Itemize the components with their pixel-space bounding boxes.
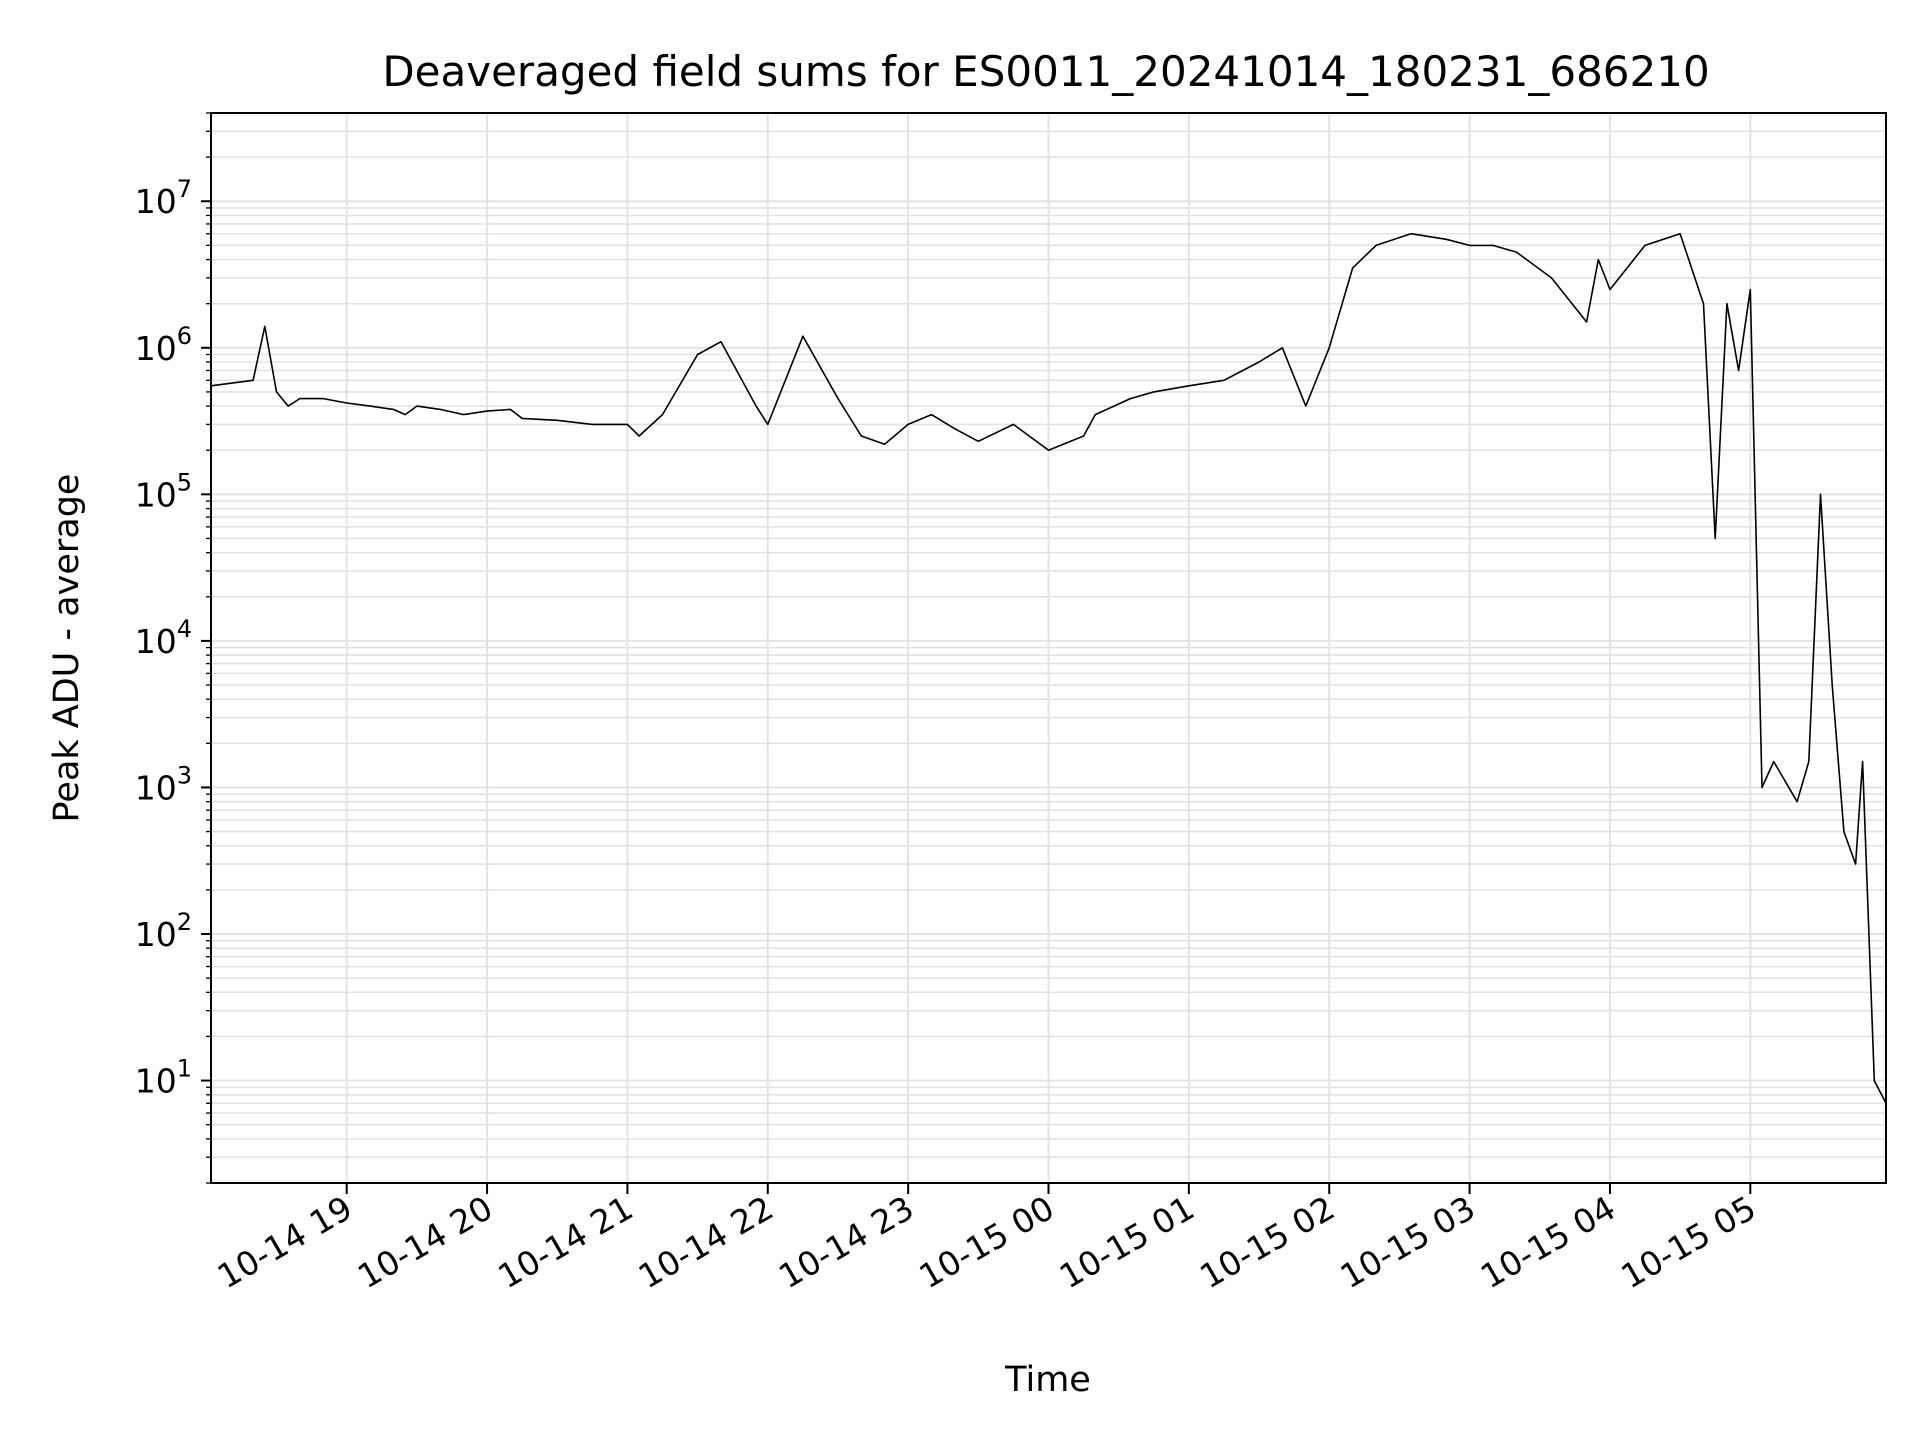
plot-area: [210, 232, 1887, 1104]
y-tick-label: 101: [135, 1055, 192, 1101]
y-tick-base: 10: [135, 1062, 177, 1101]
y-tick-base: 10: [135, 622, 177, 661]
y-tick-exponent: 5: [177, 468, 192, 496]
y-tick-base: 10: [135, 329, 177, 368]
y-tick-label: 104: [135, 615, 192, 661]
y-tick-exponent: 2: [177, 908, 192, 936]
y-axis-label: Peak ADU - average: [47, 474, 87, 823]
y-tick-label: 106: [135, 322, 192, 368]
y-tick-exponent: 4: [177, 615, 192, 643]
y-tick-base: 10: [135, 182, 177, 221]
y-tick-label: 103: [135, 761, 192, 807]
y-tick-label: 105: [135, 468, 192, 514]
y-tick-label: 107: [135, 175, 192, 221]
y-tick-exponent: 1: [177, 1055, 192, 1083]
chart-title: Deaveraged field sums for ES0011_2024101…: [382, 47, 1709, 96]
x-axis-label: Time: [1004, 1360, 1091, 1400]
series-line: [210, 232, 1887, 1104]
grid: [211, 112, 1886, 1184]
y-tick-label: 102: [135, 908, 192, 954]
y-tick-base: 10: [135, 768, 177, 807]
y-tick-exponent: 7: [177, 175, 192, 203]
y-tick-base: 10: [135, 915, 177, 954]
y-tick-base: 10: [135, 475, 177, 514]
y-tick-exponent: 3: [177, 761, 192, 789]
y-tick-exponent: 6: [177, 322, 192, 350]
